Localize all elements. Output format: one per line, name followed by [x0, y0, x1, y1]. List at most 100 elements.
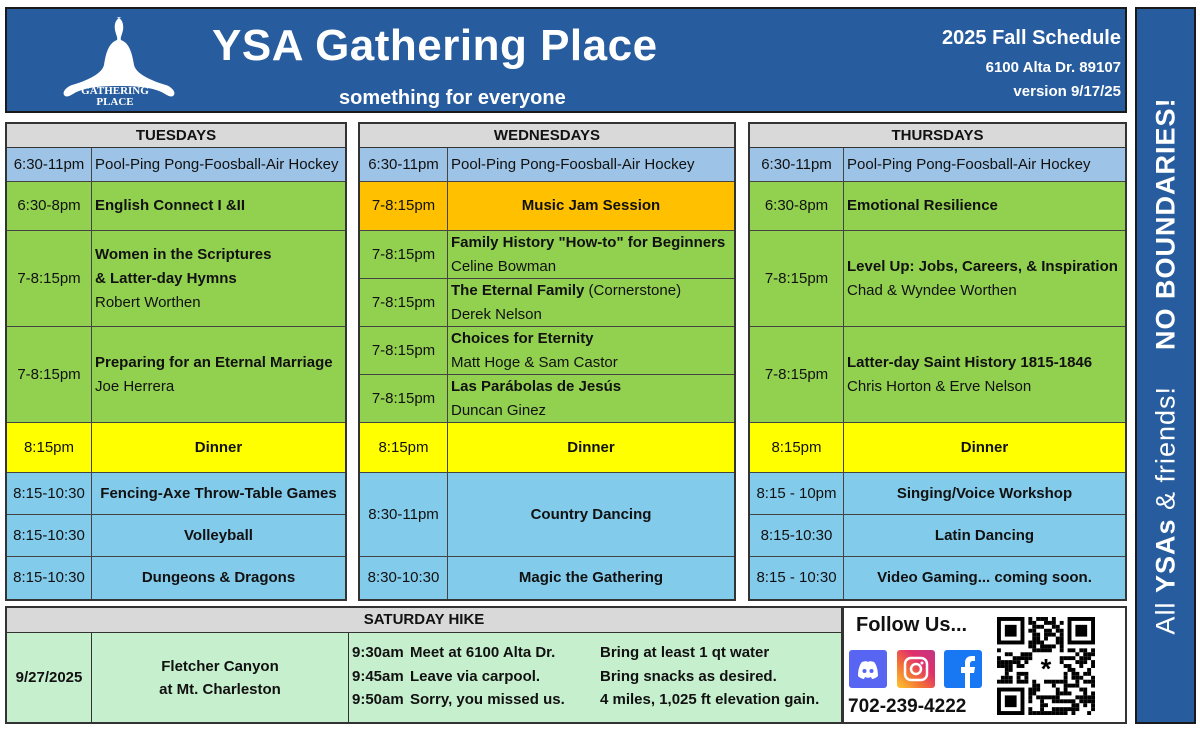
- time-cell: 6:30-11pm: [750, 148, 844, 181]
- schedule-thursdays: THURSDAYS 6:30-11pm Pool-Ping Pong-Foosbal…: [748, 122, 1127, 601]
- schedule-row: 8:30-11pm Country Dancing: [360, 473, 734, 557]
- activity-title-text: Pool-Ping Pong-Foosball-Air Hockey: [95, 155, 339, 173]
- step-time: 9:30am: [352, 644, 404, 661]
- banner-friends: & friends!: [1150, 385, 1180, 519]
- activity-cell: Latin Dancing: [844, 515, 1125, 556]
- activity-presenter: Derek Nelson: [451, 305, 542, 323]
- schedule-label: 2025 Fall Schedule: [942, 27, 1121, 49]
- saturday-hike-section: SATURDAY HIKE 9/27/2025 Fletcher Canyon …: [5, 606, 843, 724]
- activity-title: Dungeons & Dragons: [142, 566, 295, 590]
- time-cell: 7-8:15pm: [750, 327, 844, 422]
- time-cell: 8:30-11pm: [360, 473, 448, 556]
- facebook-icon[interactable]: [944, 650, 982, 688]
- schedule-row: 7-8:15pm Las Parábolas de Jesús Duncan Gin…: [360, 375, 734, 423]
- time-cell: 7-8:15pm: [7, 231, 92, 326]
- time-cell: 8:15pm: [750, 423, 844, 472]
- activity-title: Volleyball: [184, 524, 253, 548]
- time-cell: 8:15-10:30: [7, 557, 92, 599]
- activity-title-text: Latter-day Saint History 1815-1846: [847, 353, 1093, 371]
- activity-title-note: (Cornerstone): [584, 281, 682, 299]
- schedule-row: 7-8:15pm Level Up: Jobs, Careers, & Inspi…: [750, 231, 1125, 327]
- time-cell: 6:30-11pm: [360, 148, 448, 181]
- activity-cell: Video Gaming... coming soon.: [844, 557, 1125, 599]
- instagram-icon[interactable]: [897, 650, 935, 688]
- time-cell: 8:15 - 10:30: [750, 557, 844, 599]
- activity-title: Las Parábolas de Jesús: [451, 375, 734, 399]
- page-subtitle: something for everyone: [339, 87, 566, 109]
- activity-title-text: Dinner: [567, 438, 615, 456]
- schedule-row: 8:15 - 10pm Singing/Voice Workshop: [750, 473, 1125, 515]
- step-note: Bring snacks as desired.: [600, 667, 777, 685]
- hike-location-line: Fletcher Canyon: [161, 657, 279, 675]
- activity-title-text: Music Jam Session: [521, 197, 661, 214]
- activity-cell: Singing/Voice Workshop: [844, 473, 1125, 514]
- hike-date: 9/27/2025: [7, 633, 92, 722]
- time-cell: 7-8:15pm: [360, 327, 448, 374]
- activity-cell: Pool-Ping Pong-Foosball-Air Hockey: [92, 148, 345, 181]
- activity-cell: Women in the Scriptures & Latter-day Hymn…: [92, 231, 345, 326]
- activity-title: Latin Dancing: [935, 524, 1034, 548]
- time-cell: 7-8:15pm: [360, 231, 448, 278]
- activity-title: Pool-Ping Pong-Foosball-Air Hockey: [847, 153, 1125, 177]
- activity-cell: English Connect I &II: [92, 182, 345, 230]
- activity-title-text: Family History "How-to" for Beginners: [451, 233, 726, 251]
- step-note: Bring at least 1 qt water: [600, 644, 770, 661]
- activity-title: Singing/Voice Workshop: [897, 482, 1072, 506]
- logo-text-ysa: YSA: [106, 77, 123, 86]
- activity-title-text: Pool-Ping Pong-Foosball-Air Hockey: [451, 155, 695, 173]
- activity-title: Choices for Eternity: [451, 327, 734, 351]
- activity-title-text: Pool-Ping Pong-Foosball-Air Hockey: [847, 155, 1091, 173]
- activity-title: Country Dancing: [531, 503, 652, 527]
- schedule-row: 6:30-11pm Pool-Ping Pong-Foosball-Air Hoc…: [750, 148, 1125, 182]
- activity-title-line2: & Latter-day Hymns: [95, 267, 345, 291]
- activity-cell: Country Dancing: [448, 473, 734, 556]
- activity-cell: Preparing for an Eternal Marriage Joe Her…: [92, 327, 345, 422]
- schedule-row: 8:15-10:30 Fencing-Axe Throw-Table Games: [7, 473, 345, 515]
- time-cell: 6:30-8pm: [750, 182, 844, 230]
- logo-text-gathering: GATHERING: [81, 85, 149, 97]
- banner-slogan: All YSAs & friends! NO BOUNDARIES!: [1150, 97, 1181, 634]
- activity-title: Dinner: [195, 436, 243, 460]
- version-label: version 9/17/25: [1013, 83, 1121, 100]
- activity-title-text: Magic the Gathering: [518, 569, 664, 586]
- activity-cell: Music Jam Session: [448, 182, 734, 230]
- schedule-row: 7-8:15pm Women in the Scriptures & Latter-…: [7, 231, 345, 327]
- activity-presenter: Duncan Ginez: [451, 401, 547, 419]
- activity-cell: Choices for Eternity Matt Hoge & Sam Cast…: [448, 327, 734, 374]
- activity-cell: The Eternal Family (Cornerstone) Derek Ne…: [448, 279, 734, 326]
- schedule-row: 7-8:15pm Family History "How-to" for Begi…: [360, 231, 734, 279]
- schedule-row: 7-8:15pm Music Jam Session: [360, 182, 734, 231]
- schedule-row: 8:15pm Dinner: [750, 423, 1125, 473]
- activity-cell: Level Up: Jobs, Careers, & Inspiration Ch…: [844, 231, 1125, 326]
- activity-presenter: Chris Horton & Erve Nelson: [847, 377, 1032, 395]
- schedule-row: 7-8:15pm Choices for Eternity Matt Hoge & …: [360, 327, 734, 375]
- time-cell: 8:15-10:30: [7, 473, 92, 514]
- activity-title-text: Preparing for an Eternal Marriage: [95, 353, 333, 371]
- activity-cell: Las Parábolas de Jesús Duncan Ginez: [448, 375, 734, 422]
- activity-title-text: Fencing-Axe Throw-Table Games: [100, 484, 337, 502]
- step-desc: Meet at 6100 Alta Dr.: [410, 644, 556, 661]
- activity-presenter: Matt Hoge & Sam Castor: [451, 353, 618, 371]
- activity-cell: Magic the Gathering: [448, 557, 734, 599]
- time-cell: 6:30-8pm: [7, 182, 92, 230]
- activity-title-text: Latin Dancing: [934, 526, 1035, 544]
- schedule-tuesdays: TUESDAYS 6:30-11pm Pool-Ping Pong-Foosball…: [5, 122, 347, 601]
- schedule-row: 6:30-8pm Emotional Resilience: [750, 182, 1125, 231]
- activity-title-text: Dungeons & Dragons: [141, 569, 296, 586]
- christus-figure-icon: [63, 17, 175, 97]
- hike-step: 9:50am Sorry, you missed us. 4 miles, 1,02…: [352, 688, 841, 712]
- activity-title-text: Emotional Resilience: [847, 197, 998, 214]
- time-cell: 7-8:15pm: [360, 279, 448, 326]
- hike-steps: 9:30am Meet at 6100 Alta Dr. Bring at leas…: [349, 633, 841, 722]
- step-time: 9:45am: [352, 667, 404, 685]
- day-header: WEDNESDAYS: [360, 124, 734, 148]
- discord-icon[interactable]: [849, 650, 887, 688]
- step-desc: Leave via carpool.: [410, 667, 541, 685]
- hike-location: Fletcher Canyon at Mt. Charleston: [92, 633, 349, 722]
- follow-us-label: Follow Us...: [856, 614, 968, 636]
- activity-title-text: Singing/Voice Workshop: [896, 484, 1073, 502]
- activity-title-text: & Latter-day Hymns: [95, 269, 237, 287]
- time-cell: 8:15pm: [360, 423, 448, 472]
- qr-code[interactable]: *: [997, 616, 1095, 716]
- activity-title-text: Choices for Eternity: [451, 329, 594, 347]
